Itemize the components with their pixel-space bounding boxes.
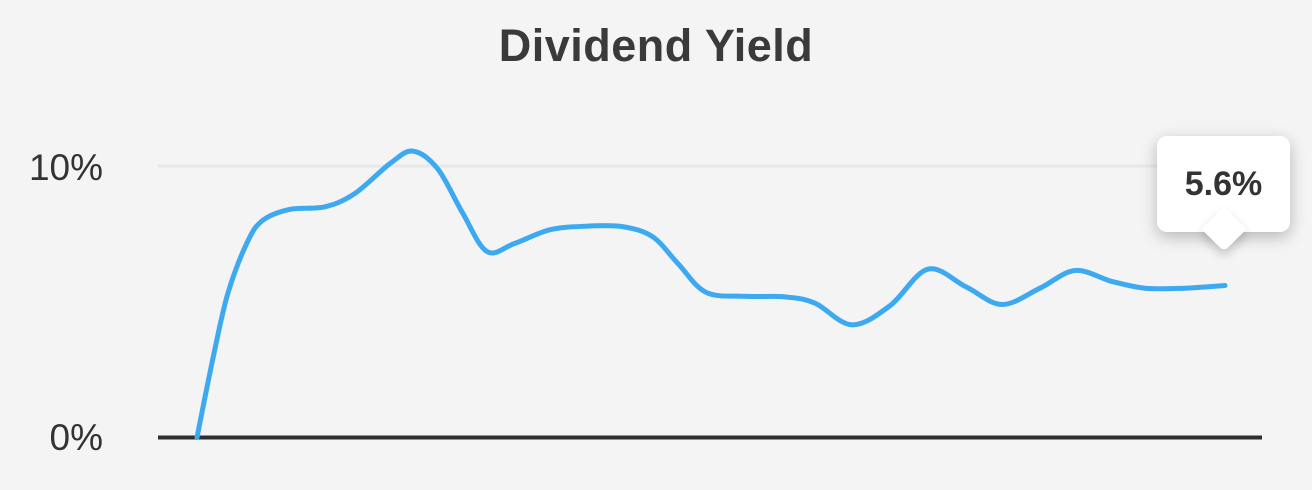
chart-title: Dividend Yield <box>498 20 814 71</box>
dividend-yield-line <box>194 148 1228 440</box>
y-axis-label-0pct: 0% <box>49 417 103 458</box>
tooltip-value: 5.6% <box>1184 164 1263 203</box>
y-axis-label-10pct: 10% <box>28 147 103 188</box>
value-tooltip: 5.6% <box>1157 136 1290 252</box>
